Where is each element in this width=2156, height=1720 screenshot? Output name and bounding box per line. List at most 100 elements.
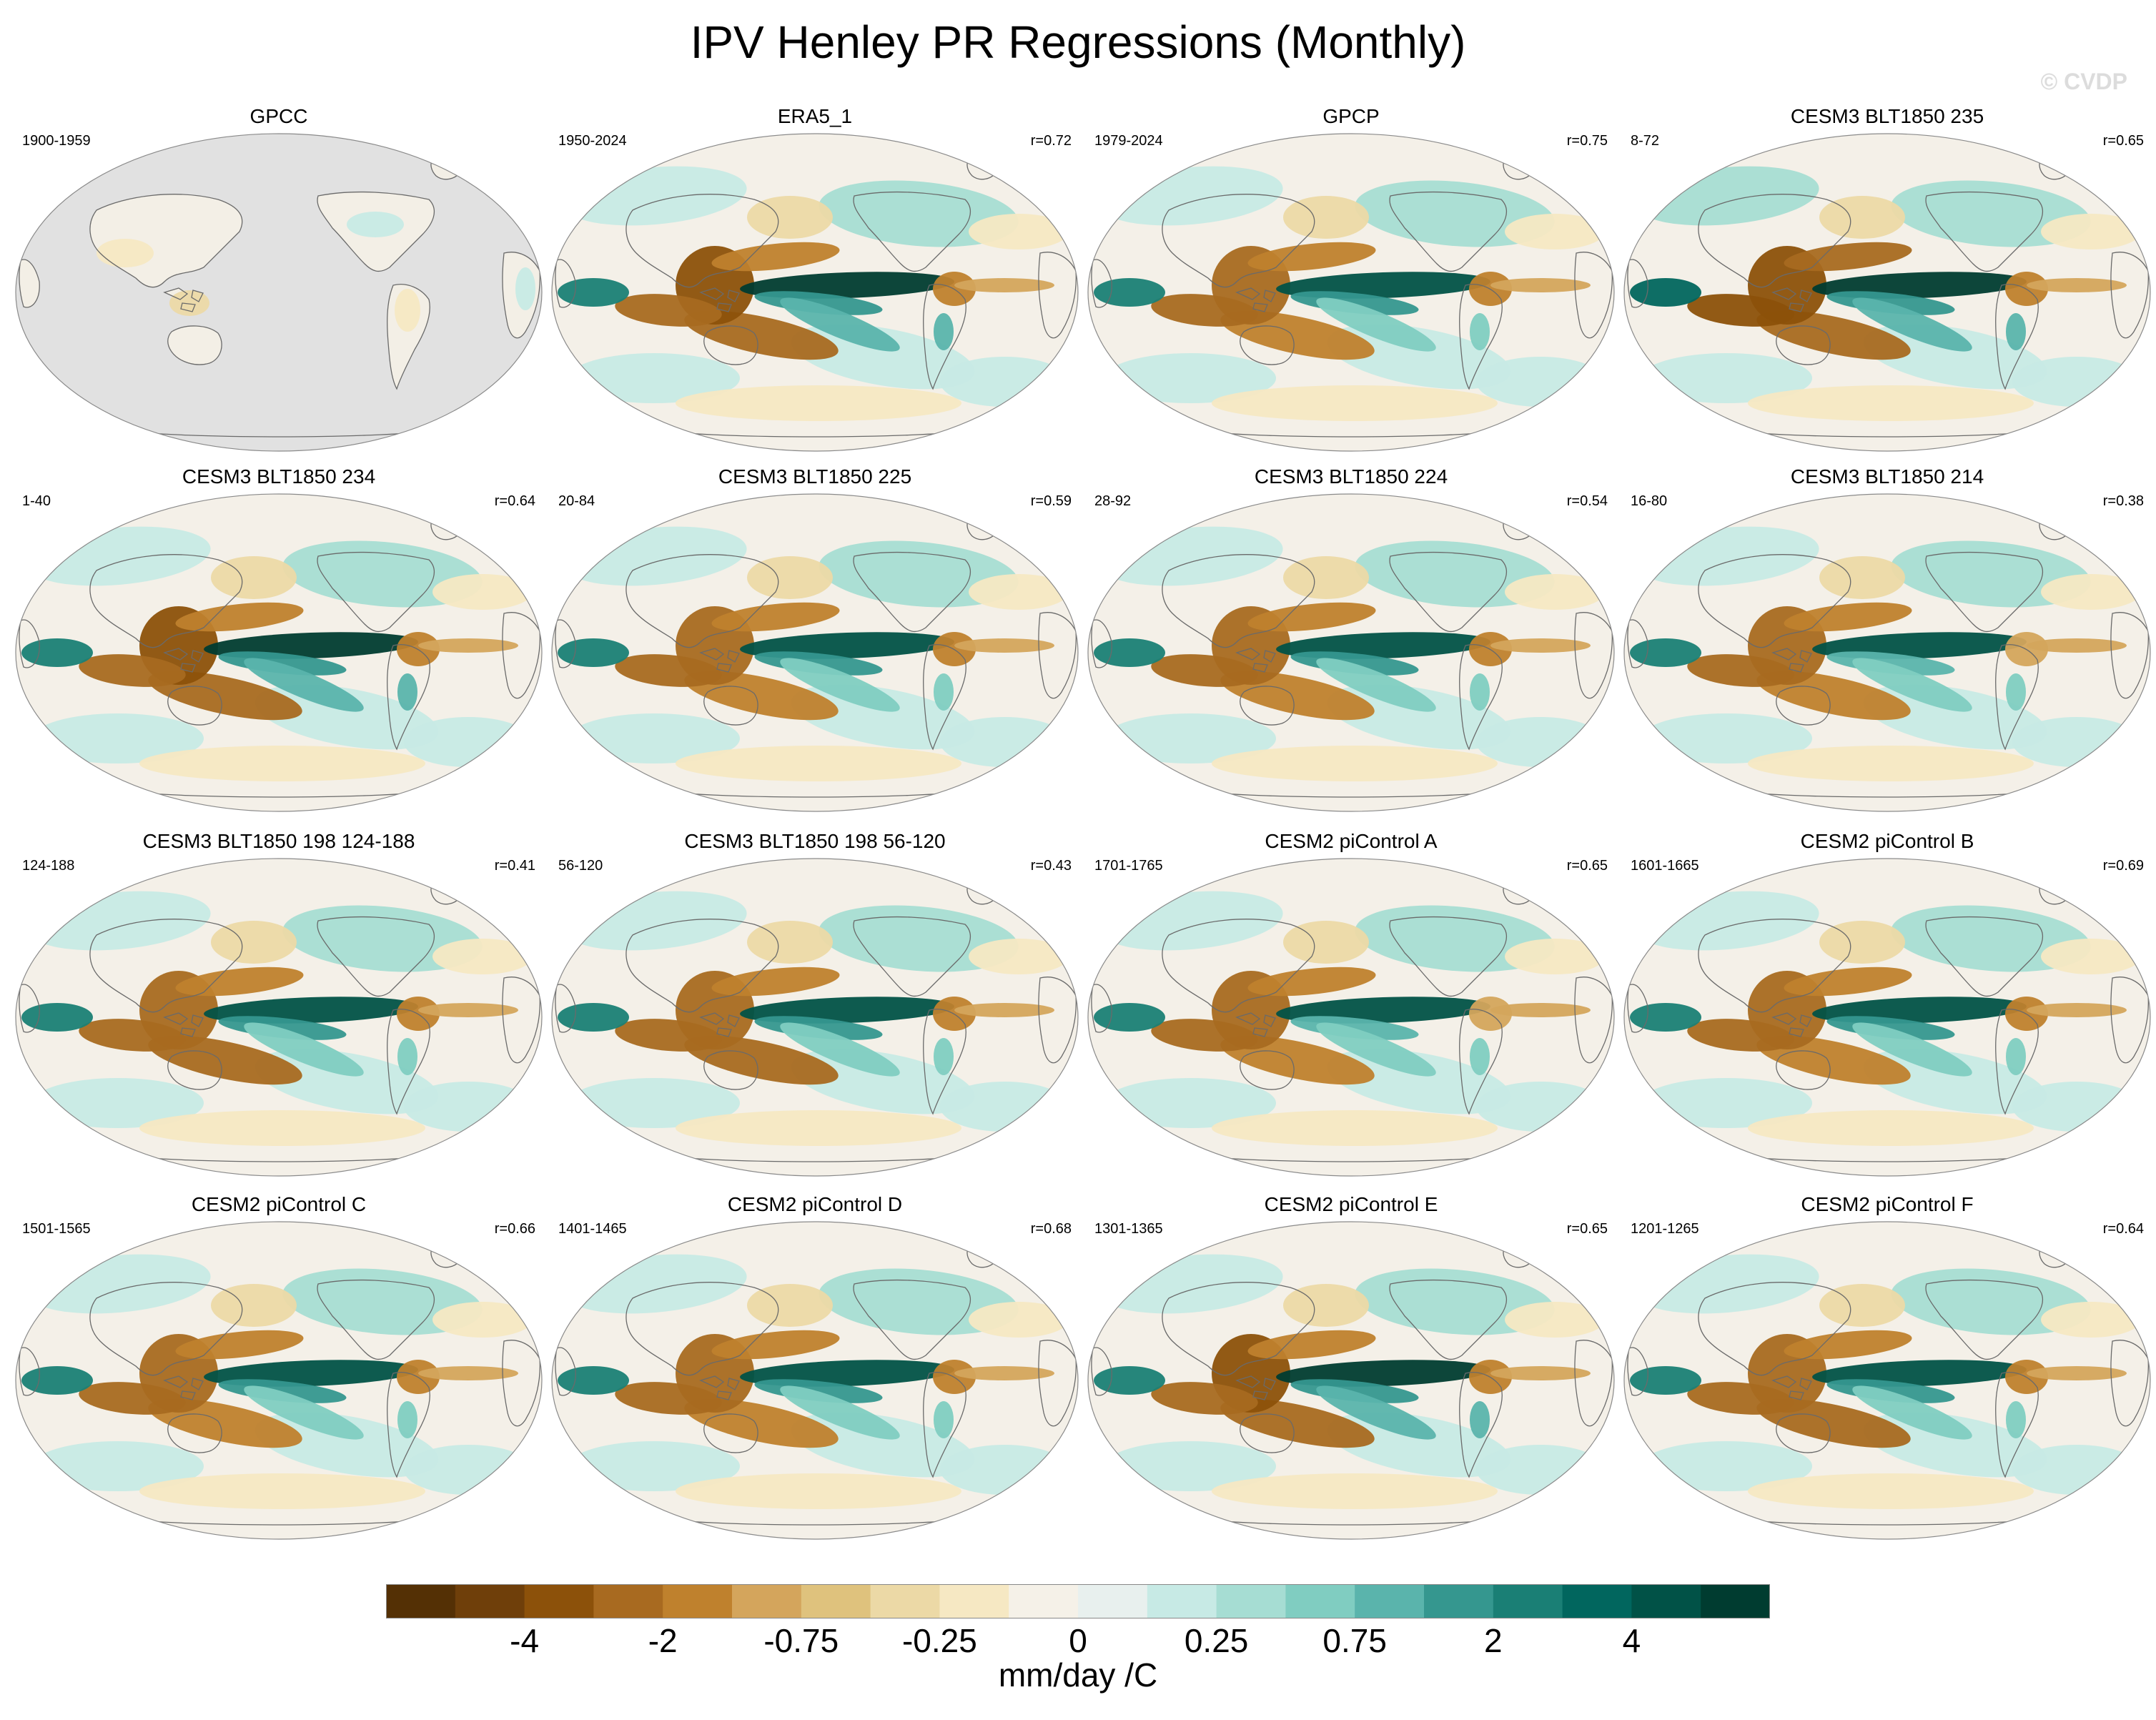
dry-anomaly bbox=[139, 746, 425, 781]
dry-anomaly bbox=[1212, 1110, 1498, 1146]
panel-correlation: r=0.59 bbox=[1030, 493, 1072, 509]
wet-anomaly bbox=[1104, 353, 1276, 403]
wet-anomaly bbox=[1826, 1016, 1955, 1040]
map-panel: CESM2 piControl C 1501-1565 r=0.66 bbox=[11, 1192, 547, 1546]
map-canvas bbox=[551, 133, 1079, 452]
wet-anomaly bbox=[1094, 278, 1165, 307]
map-panel: CESM2 piControl F 1201-1265 r=0.64 bbox=[1619, 1192, 2155, 1546]
dry-anomaly bbox=[1212, 1473, 1498, 1509]
dry-anomaly bbox=[1151, 294, 1258, 327]
map-field bbox=[552, 494, 1078, 811]
wet-anomaly bbox=[1355, 540, 1555, 608]
dry-anomaly bbox=[2027, 1366, 2127, 1380]
panel-correlation: r=0.72 bbox=[1030, 133, 1072, 149]
dry-anomaly bbox=[2041, 1302, 2141, 1338]
wet-anomaly bbox=[1290, 291, 1419, 315]
colorbar-swatch bbox=[663, 1584, 733, 1618]
map-border bbox=[551, 858, 1079, 1177]
wet-anomaly bbox=[934, 1401, 954, 1438]
map-canvas bbox=[1623, 133, 2151, 452]
map-canvas bbox=[551, 1221, 1079, 1540]
panel-correlation: r=0.68 bbox=[1030, 1221, 1072, 1237]
wet-anomaly bbox=[1470, 673, 1490, 711]
map-border bbox=[15, 1221, 543, 1540]
panel-years: 56-120 bbox=[558, 858, 603, 874]
colorbar-tick-label: 2 bbox=[1484, 1622, 1503, 1659]
dry-anomaly bbox=[1283, 196, 1369, 239]
wet-anomaly bbox=[780, 1385, 900, 1440]
wet-anomaly bbox=[254, 1049, 439, 1114]
wet-anomaly bbox=[1327, 324, 1511, 390]
wet-anomaly bbox=[819, 905, 1019, 972]
dry-anomaly bbox=[2041, 214, 2141, 249]
dry-anomaly bbox=[1748, 1473, 2034, 1509]
map-border bbox=[15, 133, 543, 452]
wet-anomaly bbox=[347, 212, 404, 237]
colorbar-swatch bbox=[455, 1584, 525, 1618]
dry-anomaly bbox=[211, 1284, 297, 1327]
wet-anomaly bbox=[754, 1379, 883, 1403]
panel-correlation: r=0.65 bbox=[1566, 858, 1608, 874]
map-field bbox=[552, 134, 1078, 451]
panel-years: 1-40 bbox=[22, 493, 51, 509]
wet-anomaly bbox=[1630, 638, 1701, 667]
wet-anomaly bbox=[791, 324, 975, 390]
wet-anomaly bbox=[1104, 713, 1276, 763]
wet-anomaly bbox=[568, 1078, 740, 1128]
dry-anomaly bbox=[676, 1473, 961, 1509]
panel-correlation: r=0.66 bbox=[494, 1221, 535, 1237]
map-field bbox=[1624, 1222, 2150, 1539]
map-field bbox=[1088, 134, 1614, 451]
wet-anomaly bbox=[1290, 1016, 1419, 1040]
panel-correlation: r=0.64 bbox=[494, 493, 535, 509]
map-field bbox=[16, 494, 542, 811]
panel-title: CESM3 BLT1850 214 bbox=[1790, 465, 1984, 488]
panel-years: 8-72 bbox=[1631, 133, 1660, 149]
dry-anomaly bbox=[2027, 278, 2127, 292]
dry-anomaly bbox=[2027, 638, 2127, 653]
dry-anomaly bbox=[2027, 1003, 2127, 1017]
panel-correlation: r=0.38 bbox=[2102, 493, 2144, 509]
dry-anomaly bbox=[954, 1003, 1054, 1017]
dry-anomaly bbox=[954, 638, 1054, 653]
map-field bbox=[552, 1222, 1078, 1539]
map-border bbox=[1623, 1221, 2151, 1540]
dry-anomaly bbox=[79, 1382, 186, 1415]
wet-anomaly bbox=[2006, 1401, 2026, 1438]
colorbar-tick-label: -0.75 bbox=[763, 1622, 839, 1659]
dry-anomaly bbox=[1505, 939, 1605, 974]
dry-anomaly bbox=[676, 1110, 961, 1146]
panel-years: 1900-1959 bbox=[22, 133, 91, 149]
dry-anomaly bbox=[1490, 638, 1591, 653]
dry-anomaly bbox=[954, 1366, 1054, 1380]
panel-title: CESM2 piControl E bbox=[1264, 1193, 1438, 1215]
panel-title: CESM2 piControl C bbox=[191, 1193, 367, 1215]
dry-anomaly bbox=[169, 290, 209, 316]
wet-anomaly bbox=[1094, 1366, 1165, 1395]
map-border bbox=[551, 493, 1079, 812]
colorbar-swatch bbox=[1355, 1584, 1425, 1618]
dry-anomaly bbox=[79, 654, 186, 687]
map-panel: CESM2 piControl A 1701-1765 r=0.65 bbox=[1083, 829, 1619, 1183]
panel-title: CESM2 piControl D bbox=[727, 1193, 903, 1215]
wet-anomaly bbox=[754, 291, 883, 315]
map-panel: CESM3 BLT1850 235 8-72 r=0.65 bbox=[1619, 104, 2155, 458]
coastlines bbox=[1627, 1246, 2149, 1526]
dry-anomaly bbox=[1212, 385, 1498, 421]
wet-anomaly bbox=[2006, 673, 2026, 711]
dry-anomaly bbox=[969, 1302, 1069, 1338]
dry-anomaly bbox=[1748, 1110, 2034, 1146]
wet-anomaly bbox=[1355, 905, 1555, 972]
wet-anomaly bbox=[21, 638, 93, 667]
wet-anomaly bbox=[1863, 324, 2047, 390]
panel-title: CESM3 BLT1850 198 56-120 bbox=[684, 830, 946, 852]
wet-anomaly bbox=[218, 1379, 347, 1403]
map-border bbox=[1087, 493, 1615, 812]
dry-anomaly bbox=[954, 278, 1054, 292]
figure-title: IPV Henley PR Regressions (Monthly) bbox=[690, 16, 1466, 68]
dry-anomaly bbox=[1687, 1019, 1794, 1052]
dry-anomaly bbox=[1687, 1382, 1794, 1415]
wet-anomaly bbox=[1641, 713, 1812, 763]
panel-title: CESM2 piControl A bbox=[1265, 830, 1438, 852]
dry-anomaly bbox=[2041, 574, 2141, 610]
